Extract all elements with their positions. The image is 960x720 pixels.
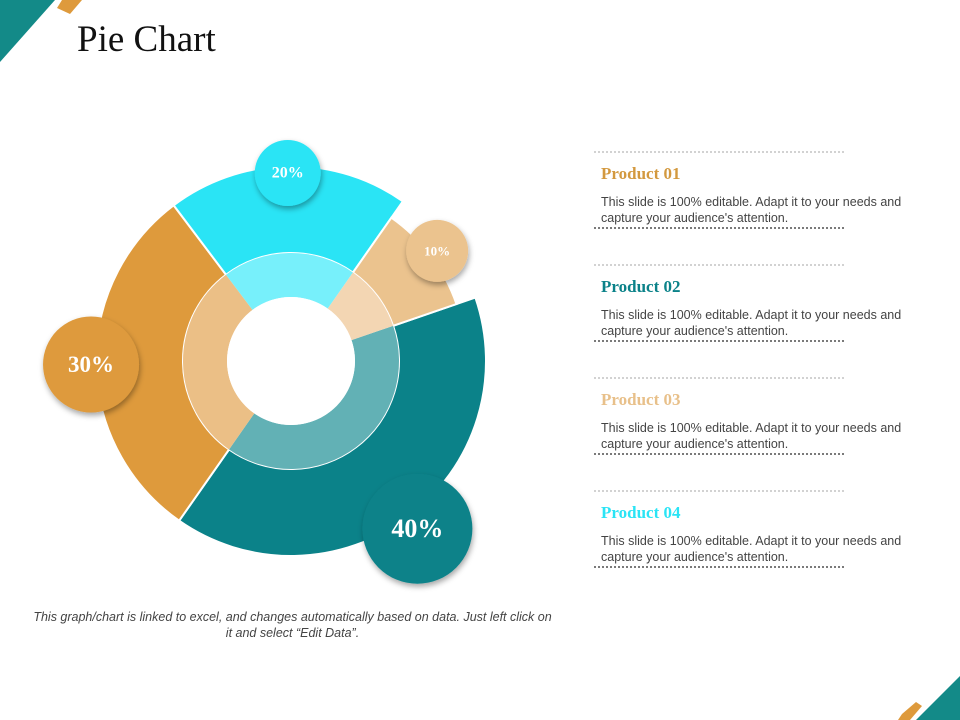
slice-label-bubble-3: 20% bbox=[254, 140, 321, 207]
pie-slice-inner-2[interactable] bbox=[182, 274, 255, 450]
legend-title: Product 02 bbox=[601, 277, 681, 296]
footnote: This graph/chart is linked to excel, and… bbox=[33, 610, 552, 640]
divider bbox=[594, 377, 844, 379]
divider bbox=[594, 151, 844, 153]
legend-description: This slide is 100% editable. Adapt it to… bbox=[601, 195, 902, 225]
top-left-corner-decoration bbox=[0, 0, 82, 62]
slice-label-bubble-1: 40% bbox=[362, 473, 473, 584]
donut-hole bbox=[227, 297, 355, 425]
divider bbox=[594, 227, 844, 229]
divider bbox=[594, 264, 844, 266]
bubble-circle bbox=[254, 140, 321, 207]
divider bbox=[594, 566, 844, 568]
legend-description: This slide is 100% editable. Adapt it to… bbox=[601, 308, 902, 338]
slice-label-bubble-4: 10% bbox=[406, 219, 469, 282]
pie-slice-inner-3[interactable] bbox=[226, 253, 353, 310]
page-title: Pie Chart bbox=[77, 19, 216, 60]
legend-description: This slide is 100% editable. Adapt it to… bbox=[601, 421, 902, 451]
pie-slice-inner-4[interactable] bbox=[327, 272, 394, 341]
legend-title: Product 01 bbox=[601, 164, 681, 183]
slice-value-label: 30% bbox=[68, 352, 114, 377]
slice-value-label: 20% bbox=[272, 165, 304, 182]
slice-value-label: 40% bbox=[391, 514, 443, 543]
divider bbox=[594, 453, 844, 455]
legend-title: Product 04 bbox=[601, 503, 681, 522]
legend-description: This slide is 100% editable. Adapt it to… bbox=[601, 534, 902, 564]
divider bbox=[594, 490, 844, 492]
bubble-circle bbox=[43, 316, 140, 413]
bubble-circle bbox=[406, 219, 469, 282]
bottom-right-corner-decoration bbox=[898, 676, 960, 720]
legend-title: Product 03 bbox=[601, 390, 681, 409]
divider bbox=[594, 340, 844, 342]
slice-value-label: 10% bbox=[424, 243, 450, 258]
slice-label-bubble-2: 30% bbox=[43, 316, 140, 413]
pie-slice-inner-1[interactable] bbox=[229, 325, 399, 469]
bubble-circle bbox=[362, 473, 473, 584]
